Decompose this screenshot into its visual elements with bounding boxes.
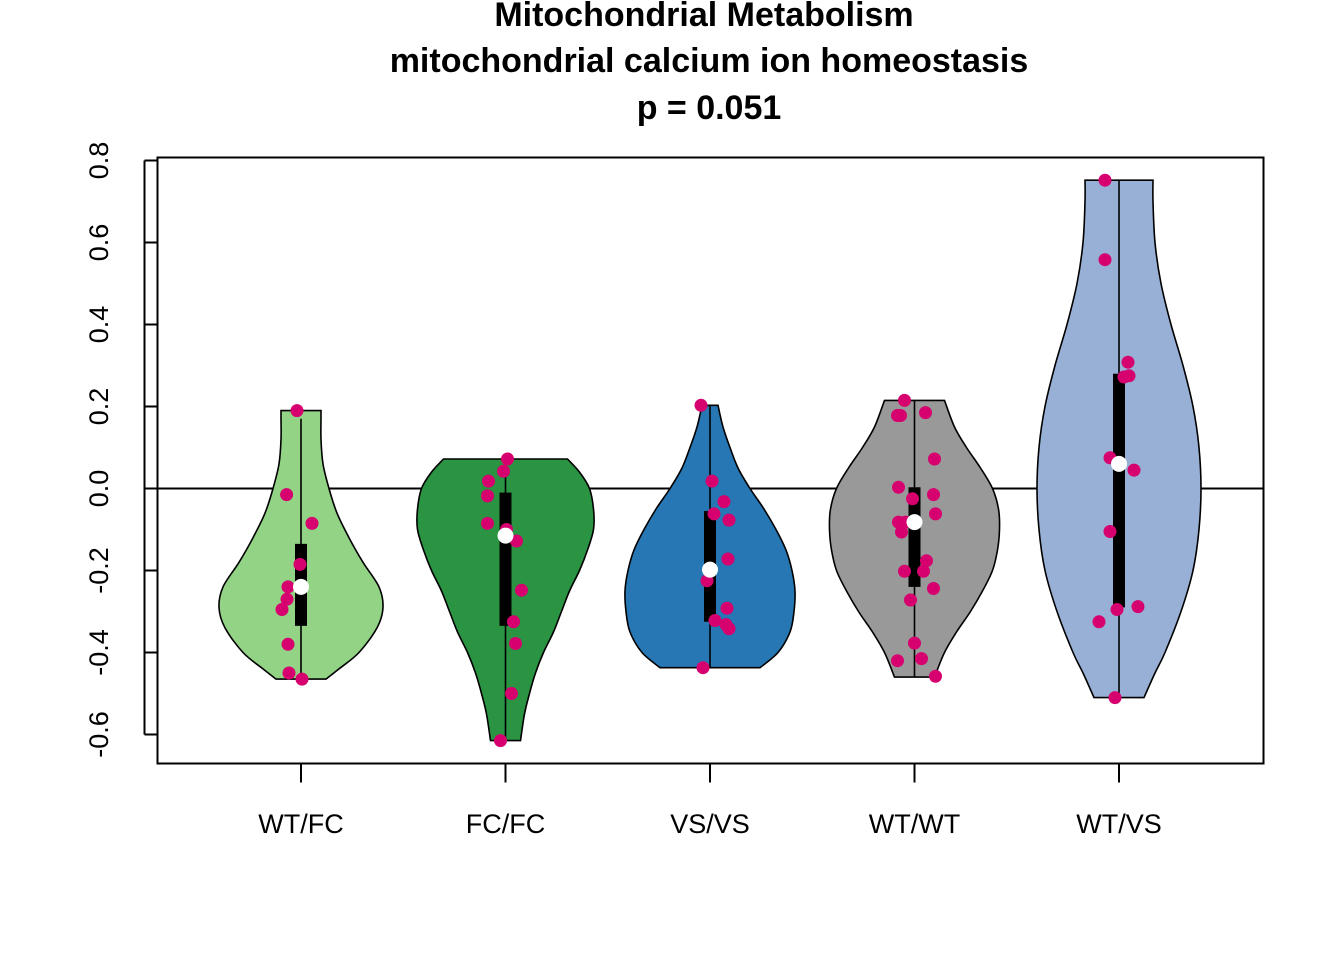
data-point-wt-wt-12 (920, 554, 933, 568)
y-tick-label-3: 0.0 (84, 470, 114, 508)
data-point-wt-wt-18 (891, 654, 904, 668)
data-point-wt-wt-0 (898, 393, 911, 407)
data-point-fc-fc-1 (482, 474, 495, 488)
data-point-fc-fc-10 (505, 687, 518, 700)
data-point-wt-fc-1 (280, 488, 294, 502)
data-point-wt-vs-2 (1121, 355, 1135, 369)
data-point-vs-vs-8 (708, 614, 722, 627)
data-point-wt-wt-19 (915, 652, 928, 666)
data-point-vs-vs-11 (696, 661, 710, 675)
data-point-wt-wt-3 (919, 406, 932, 420)
data-point-wt-wt-4 (928, 452, 941, 466)
title-line-1: Mitochondrial Metabolism (494, 0, 913, 34)
title-line-2: mitochondrial calcium ion homeostasis (390, 42, 1029, 80)
chart-title: Mitochondrial Metabolism mitochondrial c… (390, 0, 1029, 127)
median-wt-fc (293, 578, 309, 595)
y-tick-label-6: 0.6 (84, 224, 114, 262)
data-point-fc-fc-0 (501, 452, 514, 466)
y-tick-label-1: -0.4 (84, 629, 114, 676)
median-wt-vs (1111, 455, 1127, 472)
data-point-wt-vs-1 (1098, 253, 1112, 267)
data-point-wt-fc-3 (293, 557, 307, 571)
data-point-vs-vs-4 (722, 513, 736, 527)
data-point-wt-fc-8 (281, 637, 295, 651)
data-point-wt-fc-0 (290, 404, 304, 418)
y-tick-label-0: -0.6 (84, 711, 114, 758)
data-point-wt-wt-15 (927, 582, 940, 595)
data-point-fc-fc-7 (515, 583, 528, 597)
violin-group-wt-wt (828, 393, 1001, 683)
x-tick-label-0: WT/FC (258, 809, 343, 839)
x-axis: WT/FC FC/FC VS/VS WT/WT WT/VS (258, 763, 1162, 839)
median-wt-wt (906, 514, 923, 531)
median-vs-vs (702, 561, 718, 578)
data-point-wt-fc-9 (282, 666, 296, 680)
title-line-3: p = 0.051 (637, 89, 782, 127)
data-point-wt-wt-14 (917, 564, 930, 578)
median-fc-fc (497, 527, 514, 544)
data-point-wt-wt-8 (929, 507, 942, 521)
data-point-wt-vs-7 (1103, 525, 1117, 538)
data-point-vs-vs-0 (694, 398, 708, 412)
data-point-wt-fc-6 (280, 592, 294, 606)
data-point-wt-fc-7 (275, 603, 289, 616)
data-point-vs-vs-5 (721, 552, 735, 566)
data-point-wt-vs-4 (1122, 369, 1136, 383)
data-point-fc-fc-3 (481, 489, 494, 503)
y-tick-label-5: 0.4 (84, 306, 114, 344)
data-point-wt-wt-5 (892, 480, 905, 494)
violin-group-fc-fc (416, 452, 595, 748)
iqr-box-wt-wt (908, 487, 921, 587)
data-point-wt-fc-4 (281, 580, 295, 594)
data-point-wt-wt-2 (894, 409, 907, 422)
data-point-wt-vs-9 (1131, 600, 1145, 614)
data-point-wt-wt-7 (927, 488, 940, 502)
x-tick-label-1: FC/FC (466, 809, 545, 839)
violin-group-wt-vs (1036, 173, 1202, 705)
y-tick-label-2: -0.2 (84, 547, 114, 594)
y-axis: -0.6 -0.4 -0.2 0.0 0.2 0.4 0.6 0.8 (84, 142, 158, 758)
data-point-vs-vs-2 (717, 495, 731, 509)
y-tick-label-7: 0.8 (84, 142, 114, 180)
plot-area (157, 173, 1264, 748)
data-point-wt-vs-11 (1108, 691, 1122, 705)
data-point-fc-fc-2 (497, 464, 510, 478)
data-point-wt-vs-10 (1092, 615, 1106, 629)
data-point-wt-wt-6 (906, 492, 919, 506)
x-tick-label-2: VS/VS (670, 809, 750, 839)
data-point-wt-fc-2 (305, 516, 319, 530)
data-point-vs-vs-3 (707, 507, 721, 521)
violin-group-vs-vs (624, 398, 796, 675)
data-point-wt-vs-6 (1127, 463, 1141, 477)
data-point-vs-vs-1 (705, 474, 719, 488)
data-point-fc-fc-4 (481, 516, 494, 530)
data-point-fc-fc-9 (509, 637, 522, 650)
iqr-box-wt-vs (1113, 373, 1125, 608)
y-tick-label-4: 0.2 (84, 388, 114, 426)
data-point-fc-fc-6 (510, 534, 523, 548)
x-tick-label-4: WT/VS (1076, 809, 1162, 839)
data-point-wt-wt-17 (908, 636, 921, 650)
data-point-wt-fc-10 (295, 672, 309, 686)
violin-group-wt-fc (218, 404, 384, 686)
data-point-vs-vs-7 (720, 601, 734, 615)
data-point-wt-wt-11 (895, 525, 908, 539)
data-point-wt-vs-0 (1098, 173, 1112, 187)
data-point-fc-fc-8 (507, 615, 520, 629)
data-point-fc-fc-11 (494, 734, 507, 748)
data-point-vs-vs-10 (722, 622, 736, 636)
iqr-box-fc-fc (499, 492, 512, 626)
data-point-wt-vs-8 (1110, 603, 1124, 616)
data-point-wt-wt-13 (898, 564, 911, 578)
x-tick-label-3: WT/WT (869, 809, 960, 839)
data-point-wt-wt-20 (929, 669, 942, 683)
data-point-wt-wt-16 (904, 593, 917, 607)
